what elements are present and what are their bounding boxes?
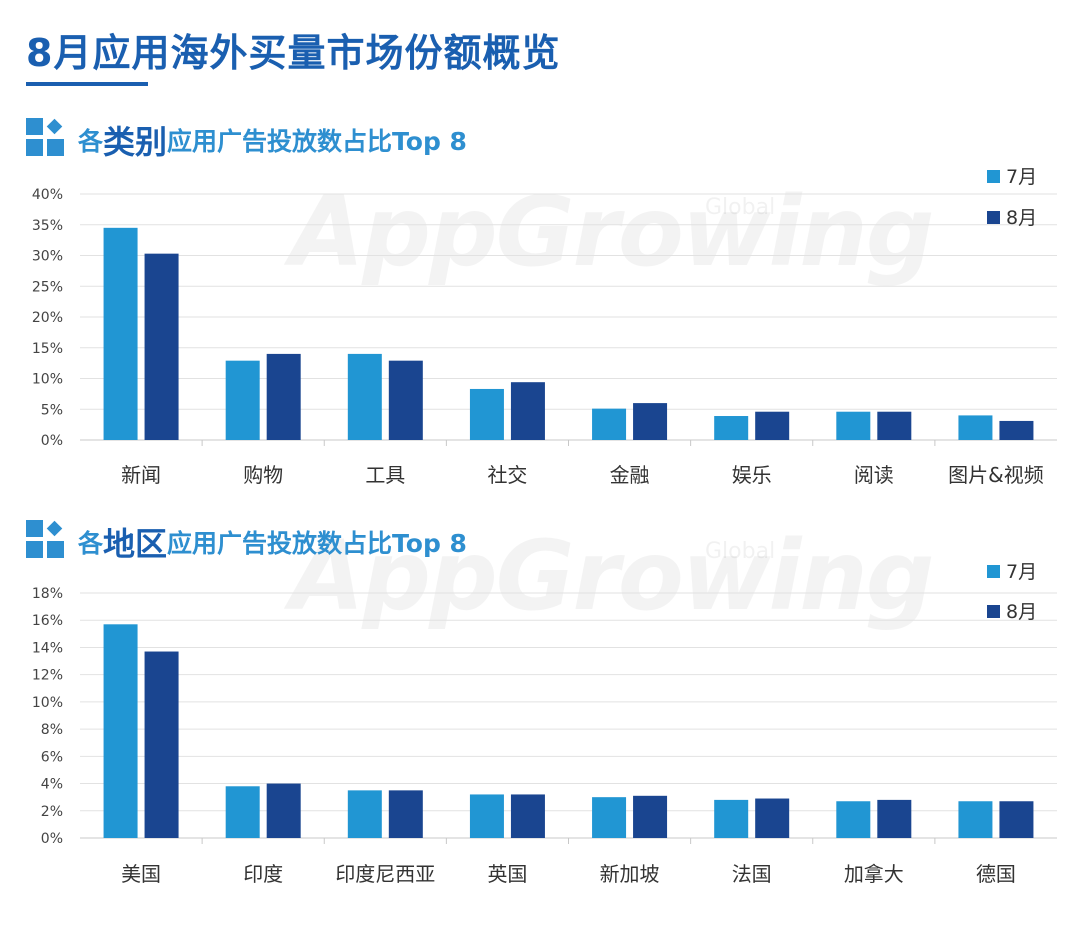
bar-august: [388, 360, 423, 440]
bar-july: [103, 227, 138, 440]
x-category-label: 社交: [487, 463, 527, 487]
bar-august: [388, 790, 423, 838]
bar-july: [592, 797, 627, 838]
x-category-label: 英国: [487, 862, 527, 886]
section-title-keyword: 类别: [103, 123, 168, 161]
section-title-suffix: 应用广告投放数占比Top 8: [167, 529, 467, 558]
section-heading-region: 各 地区 应用广告投放数占比Top 8: [26, 516, 467, 560]
x-category-label: 新闻: [121, 463, 161, 487]
watermark-logo-1: AppGrowing: [290, 176, 934, 288]
bar-august: [144, 651, 179, 838]
y-tick-label: 2%: [41, 804, 63, 820]
bar-august: [999, 801, 1034, 838]
y-tick-label: 8%: [41, 722, 63, 738]
section-title-prefix: 各: [78, 529, 104, 558]
x-category-label: 新加坡: [600, 862, 660, 886]
category-bar-chart: 0% 5% 10% 15% 20% 25% 30% 35% 40% 新闻 购物 工具 社交 金融 娱乐 阅读 图…: [32, 166, 1057, 487]
x-category-label: 金融: [610, 463, 650, 487]
bar-july: [347, 790, 382, 838]
y-tick-label: 0%: [41, 831, 63, 847]
bar-july: [225, 786, 260, 838]
x-category-label: 法国: [732, 862, 772, 886]
section-title-prefix: 各: [78, 127, 104, 156]
bar-august: [877, 799, 912, 838]
y-tick-label: 5%: [41, 402, 63, 418]
x-category-label: 阅读: [854, 463, 894, 487]
watermark-logo-2: AppGrowing: [290, 520, 934, 632]
bar-august: [144, 253, 179, 440]
bar-august: [633, 403, 668, 440]
bar-july: [714, 416, 749, 440]
title-underline: [26, 82, 148, 86]
bar-august: [633, 795, 668, 838]
legend-swatch-july: [987, 565, 1000, 578]
legend-label: 8月: [1006, 601, 1037, 623]
watermark-sub-1: Global: [705, 195, 776, 220]
bar-august: [266, 353, 301, 440]
x-category-label: 印度: [243, 862, 283, 886]
bar-july: [836, 801, 871, 838]
y-tick-label: 10%: [32, 372, 63, 388]
bar-july: [714, 799, 749, 838]
y-tick-label: 18%: [32, 586, 63, 602]
x-category-label: 购物: [243, 463, 283, 487]
bar-july: [469, 388, 504, 440]
y-tick-label: 15%: [32, 341, 63, 357]
bar-august: [510, 382, 545, 440]
y-tick-label: 14%: [32, 640, 63, 656]
bar-july: [836, 411, 871, 440]
bar-august: [510, 794, 545, 838]
bar-july: [592, 408, 627, 440]
bar-august: [877, 411, 912, 440]
x-category-label: 工具: [365, 463, 405, 487]
x-category-label: 图片&视频: [948, 463, 1044, 487]
y-tick-label: 35%: [32, 218, 63, 234]
x-category-label: 娱乐: [732, 463, 772, 487]
y-tick-label: 10%: [32, 695, 63, 711]
legend-label: 7月: [1006, 561, 1037, 583]
y-tick-label: 20%: [32, 310, 63, 326]
bar-august: [266, 783, 301, 838]
y-tick-label: 40%: [32, 187, 63, 203]
bar-july: [103, 624, 138, 838]
section-title-suffix: 应用广告投放数占比Top 8: [167, 127, 467, 156]
x-category-label: 加拿大: [844, 862, 904, 886]
y-tick-label: 12%: [32, 668, 63, 684]
x-category-label: 印度尼西亚: [335, 862, 435, 886]
bar-august: [755, 411, 790, 440]
watermark-sub-2: Global: [705, 539, 776, 564]
grid-icon: [26, 520, 64, 558]
y-tick-label: 16%: [32, 613, 63, 629]
region-bar-chart: 0% 2% 4% 6% 8% 10% 12% 14% 16% 18% 美国 印度 印度尼西亚 英国 新加坡 法…: [32, 561, 1057, 886]
section-title-keyword: 地区: [103, 525, 168, 563]
y-tick-label: 6%: [41, 749, 63, 765]
x-category-label: 德国: [976, 862, 1016, 886]
y-tick-label: 0%: [41, 433, 63, 449]
bar-july: [469, 794, 504, 838]
y-tick-label: 30%: [32, 249, 63, 265]
bar-july: [958, 415, 993, 440]
bar-august: [755, 798, 790, 838]
page-title: 8月应用海外买量市场份额概览: [26, 31, 561, 75]
bar-july: [958, 801, 993, 838]
x-category-label: 美国: [121, 862, 161, 886]
legend-swatch-august: [987, 211, 1000, 224]
legend-label: 8月: [1006, 207, 1037, 229]
legend-label: 7月: [1006, 166, 1037, 188]
legend-swatch-july: [987, 170, 1000, 183]
y-tick-label: 4%: [41, 777, 63, 793]
section-heading-category: 各 类别 应用广告投放数占比Top 8: [26, 114, 467, 158]
bar-august: [999, 420, 1034, 440]
bar-july: [347, 353, 382, 440]
y-tick-label: 25%: [32, 279, 63, 295]
legend-swatch-august: [987, 605, 1000, 618]
grid-icon: [26, 118, 64, 156]
bar-july: [225, 360, 260, 440]
